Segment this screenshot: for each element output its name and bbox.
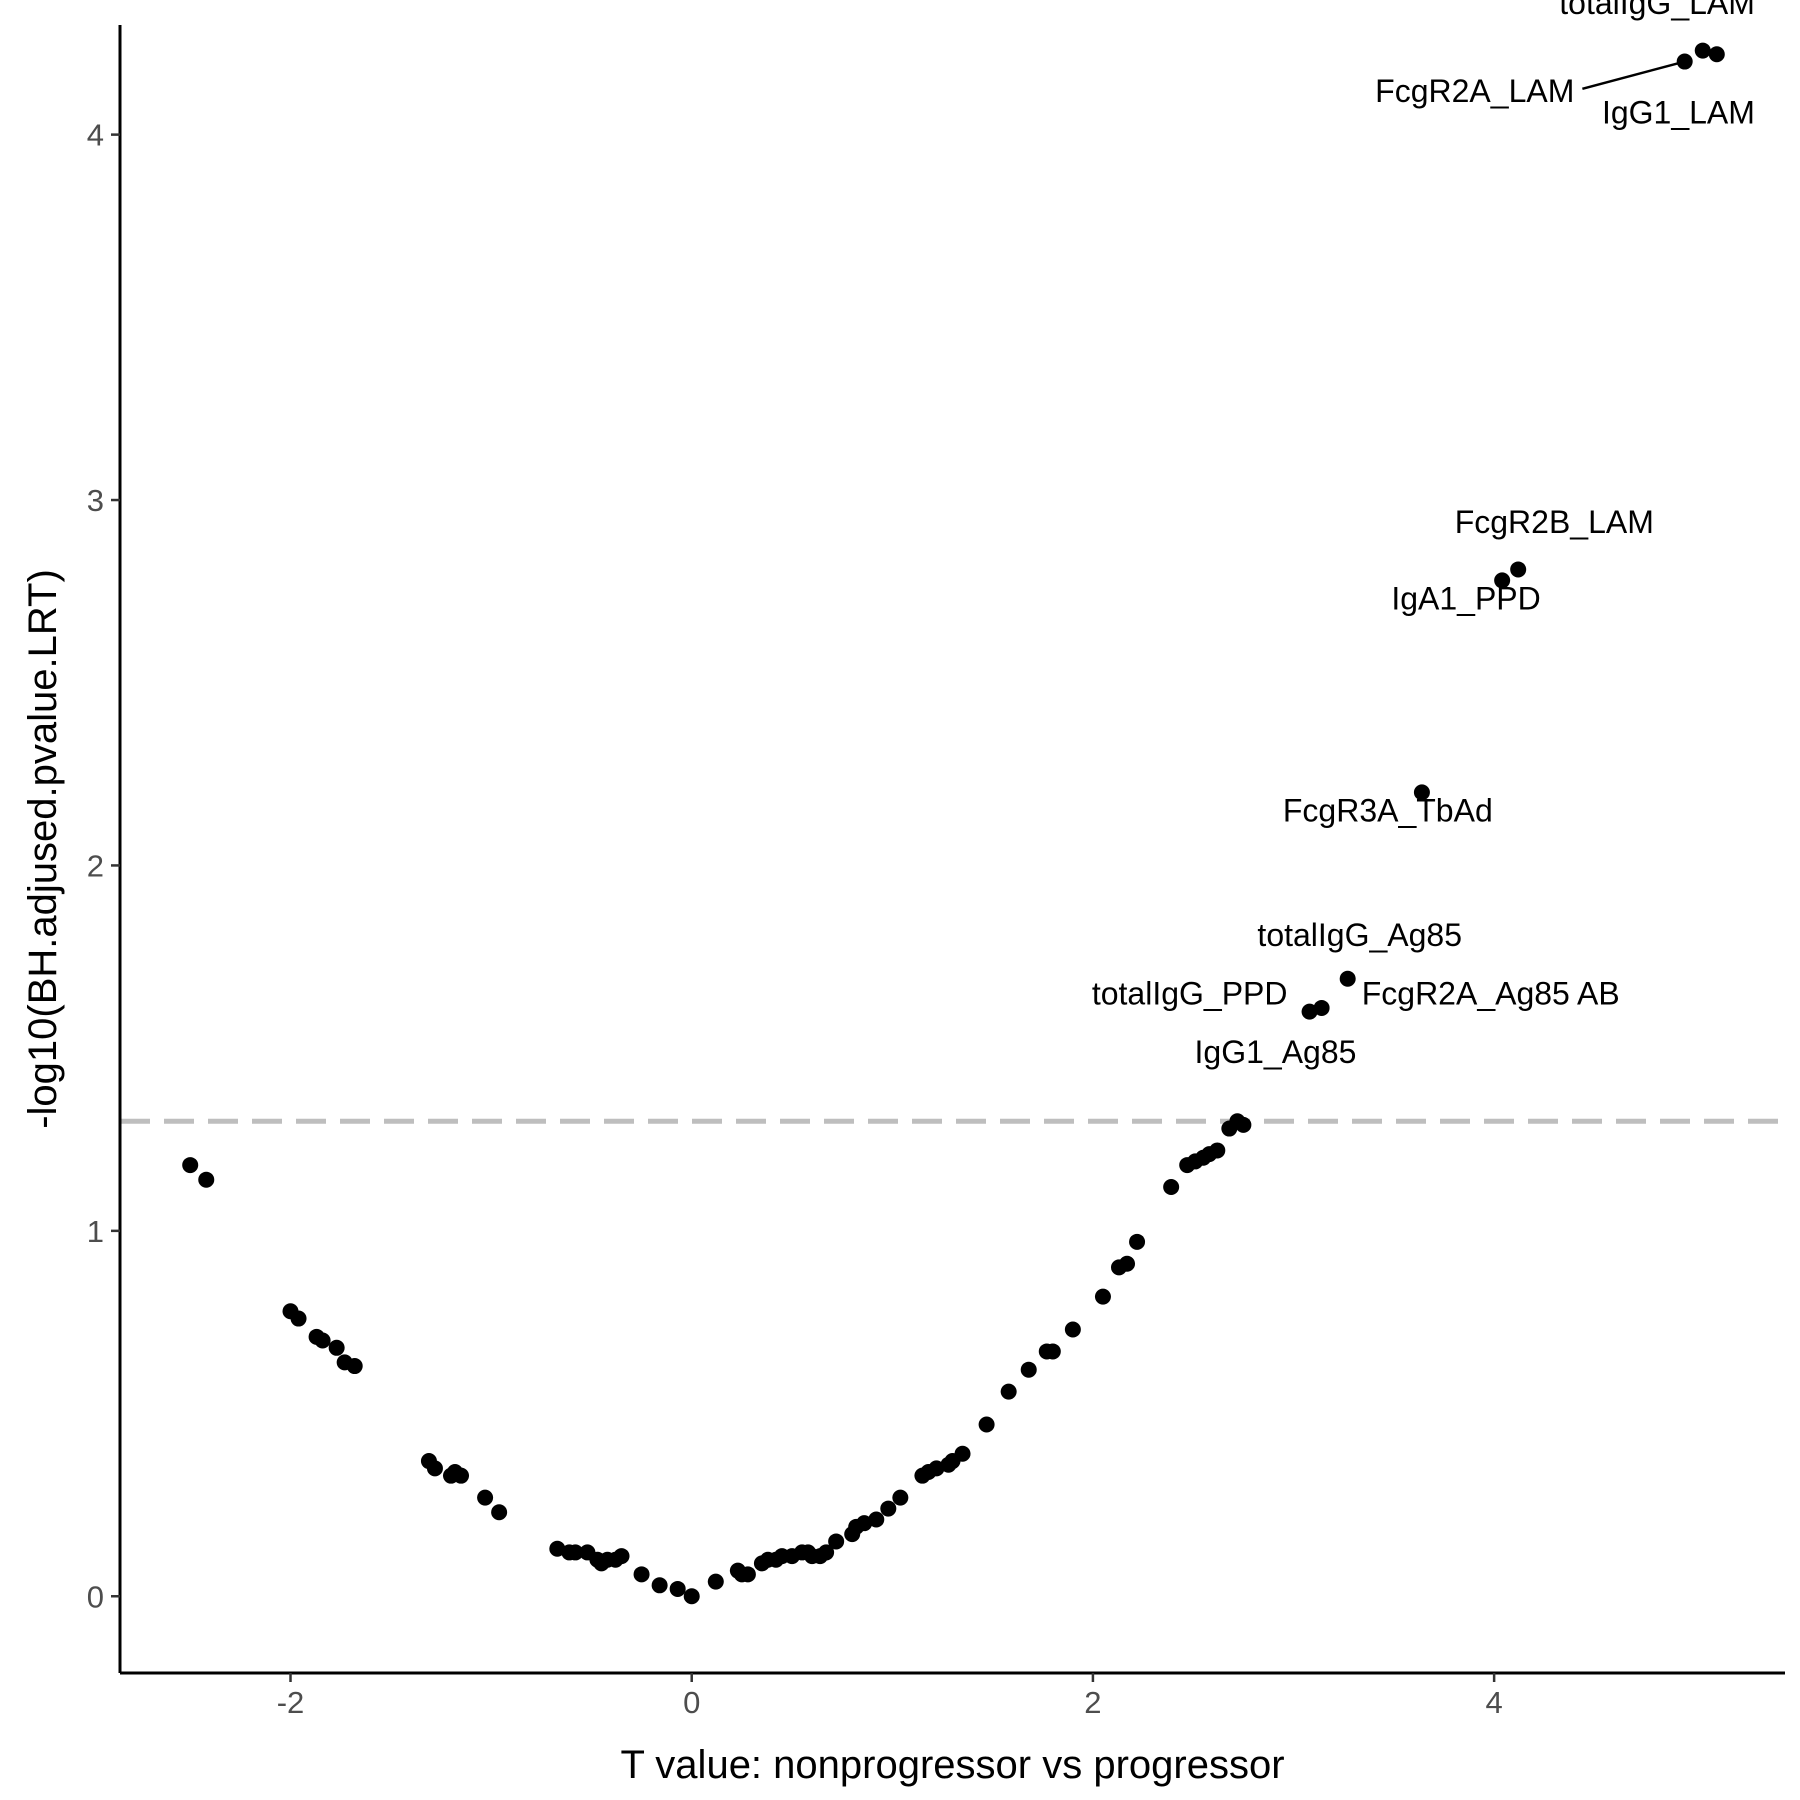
data-point-IgG1_Ag85 (1313, 999, 1330, 1016)
data-points (182, 42, 1725, 1605)
point-label: totalIgG_LAM (1559, 0, 1755, 21)
data-point (567, 1544, 584, 1561)
x-axis-title: T value: nonprogressor vs progressor (620, 1743, 1284, 1787)
data-point (739, 1566, 756, 1583)
y-tick-label: 1 (87, 1214, 104, 1249)
data-point (651, 1577, 668, 1594)
point-label: IgA1_PPD (1391, 581, 1540, 617)
x-tick-label: 2 (1084, 1685, 1101, 1720)
data-point (613, 1548, 630, 1565)
point-label: FcgR2A_LAM (1375, 73, 1574, 109)
data-point (1119, 1255, 1136, 1272)
data-point (198, 1171, 215, 1188)
x-tick-label: -2 (277, 1685, 305, 1720)
point-label: FcgR3A_TbAd (1283, 793, 1493, 829)
data-point (856, 1515, 873, 1532)
data-point-FcgR2A_LAM (1676, 53, 1693, 70)
y-axis-title: -log10(BH.adjused.pvalue.LRT) (21, 569, 65, 1129)
data-point (954, 1445, 971, 1462)
data-point (928, 1460, 945, 1477)
data-point (1163, 1179, 1180, 1196)
point-label: IgG1_LAM (1602, 95, 1755, 131)
point-label: totalIgG_PPD (1092, 975, 1288, 1011)
data-point (290, 1310, 307, 1327)
point-label: FcgR2A_Ag85 AB (1362, 975, 1620, 1011)
data-point (880, 1500, 897, 1517)
data-point-IgG1_LAM (1708, 46, 1725, 63)
y-tick-label: 0 (87, 1579, 104, 1614)
data-point (1064, 1321, 1081, 1338)
y-tick-label: 3 (87, 483, 104, 518)
data-point (491, 1504, 508, 1521)
data-point (892, 1489, 909, 1506)
data-point (453, 1467, 470, 1484)
data-point-FcgR3A_TbAd (1413, 784, 1430, 801)
point-label: totalIgG_Ag85 (1257, 917, 1462, 953)
data-point (978, 1416, 995, 1433)
point-labels: totalIgG_LAM FcgR2A_LAM IgG1_LAM FcgR2B_LAM… (1092, 0, 1755, 1070)
data-point (828, 1533, 845, 1550)
data-point (1209, 1142, 1226, 1159)
x-tick-label: 4 (1486, 1685, 1503, 1720)
data-point (477, 1489, 494, 1506)
data-point (346, 1358, 363, 1375)
data-point-IgA1_PPD (1494, 572, 1511, 589)
data-point (314, 1332, 331, 1349)
data-point (1235, 1116, 1252, 1133)
data-point (633, 1566, 650, 1583)
data-point (426, 1460, 443, 1477)
y-tick-label: 2 (87, 848, 104, 883)
data-point (1094, 1288, 1111, 1305)
data-point (1129, 1233, 1146, 1250)
data-point (707, 1573, 724, 1590)
point-label: FcgR2B_LAM (1455, 504, 1654, 540)
data-point-totalIgG_PPD (1301, 1003, 1318, 1020)
data-point (868, 1511, 885, 1528)
data-point (669, 1580, 686, 1597)
leader-line (1582, 60, 1686, 90)
point-label: IgG1_Ag85 (1195, 1034, 1357, 1070)
data-point (182, 1157, 199, 1174)
x-tick-label: 0 (683, 1685, 700, 1720)
data-point-totalIgG_LAM (1694, 42, 1711, 59)
data-point (1000, 1383, 1017, 1400)
data-point (818, 1544, 835, 1561)
data-point-FcgR2B_LAM (1510, 561, 1527, 578)
data-point (328, 1339, 345, 1356)
data-point (1044, 1343, 1061, 1360)
data-point-totalIgG_Ag85 (1339, 970, 1356, 987)
axes: 0 1 2 3 4 -2 0 2 4 (87, 25, 1785, 1720)
data-point (683, 1588, 700, 1605)
y-tick-label: 4 (87, 118, 104, 153)
leader-lines (1582, 60, 1686, 90)
data-point (1020, 1361, 1037, 1378)
data-point (549, 1540, 566, 1557)
